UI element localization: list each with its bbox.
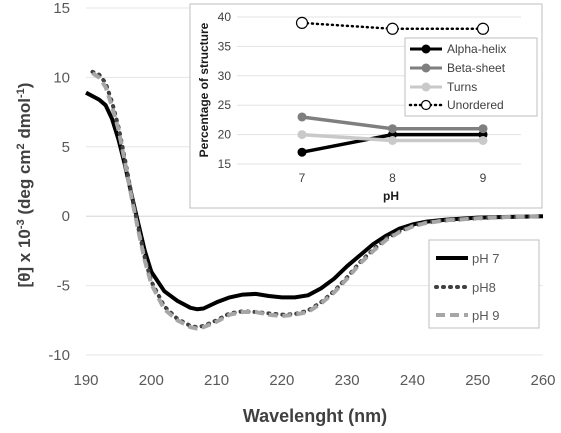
legend-label-ph8: pH8: [472, 280, 496, 295]
main-y-tick-label: 10: [53, 69, 70, 86]
main-x-tick-label: 210: [204, 372, 229, 389]
main-y-tick-label: 15: [53, 0, 70, 17]
main-series-lines: [85, 69, 545, 331]
main-x-tick-label: 240: [400, 372, 425, 389]
y-title-exponent: -1: [15, 88, 27, 98]
main-x-tick-label: 190: [73, 372, 98, 389]
inset-point-2-2: [478, 135, 488, 145]
inset-y-tick-label: 25: [218, 98, 232, 112]
y-title-exponent: -3: [15, 219, 27, 229]
main-y-tick-labels: 15 10 5 0 -5 -10: [48, 0, 70, 364]
inset-y-tick-label: 40: [218, 10, 232, 24]
inset-y-tick-label: 30: [218, 69, 232, 83]
main-x-tick-labels: 190 200 210 220 230 240 250 260: [73, 372, 555, 389]
main-y-tick-label: 5: [62, 139, 70, 156]
y-title-part: [θ] x 10: [15, 229, 34, 287]
main-x-tick-label: 230: [335, 372, 360, 389]
inset-series: [295, 16, 490, 157]
main-x-axis-title: Wavelenght (nm): [243, 406, 387, 426]
inset-legend-label-unordered: Unordered: [447, 98, 504, 112]
inset-point-0-0: [297, 147, 307, 157]
y-title-part: (deg cm: [15, 149, 34, 219]
y-title-exponent: 2: [15, 143, 27, 149]
main-y-tick-label: -10: [48, 347, 70, 364]
inset-y-tick-label: 35: [218, 39, 232, 53]
inset-legend-marker-unordered: [420, 99, 432, 111]
main-y-tick-label: 0: [62, 208, 70, 225]
inset-point-2-0: [297, 130, 307, 140]
inset-legend-label-alpha: Alpha-helix: [447, 42, 506, 56]
inset-legend-marker-turns: [421, 82, 431, 92]
inset-x-tick-label: 9: [480, 171, 487, 185]
inset-legend-marker-beta: [421, 63, 431, 73]
main-x-tick-label: 260: [530, 372, 555, 389]
inset-x-tick-labels: 7 8 9: [299, 171, 487, 185]
main-legend-box: [428, 239, 540, 329]
inset-point-2-1: [388, 135, 397, 145]
inset-legend-label-beta: Beta-sheet: [447, 61, 506, 75]
inset-x-axis-title: pH: [383, 189, 399, 203]
main-series-line-2: [91, 71, 544, 331]
inset-legend: Alpha-helix Beta-sheet Turns Unordered: [404, 37, 538, 117]
main-x-tick-label: 200: [139, 372, 164, 389]
inset-y-tick-label: 20: [218, 128, 232, 142]
inset-legend-label-turns: Turns: [447, 80, 477, 94]
legend-label-ph9: pH 9: [472, 308, 499, 323]
main-legend: pH 7 pH8 pH 9: [428, 239, 540, 329]
main-y-axis-title: [θ] x 10-3 (deg cm2 dmol-1): [15, 83, 34, 288]
inset-legend-marker-alpha: [421, 44, 431, 54]
inset-point-3-0: [295, 16, 309, 29]
inset-y-axis-title: Percentage of structure: [197, 22, 211, 157]
legend-label-ph7: pH 7: [472, 251, 499, 266]
inset-point-1-2: [478, 124, 488, 134]
inset-point-3-2: [476, 22, 490, 35]
inset-point-1-0: [297, 112, 307, 122]
main-y-tick-label: -5: [57, 278, 70, 295]
inset-chart: 15 20 25 30 35 40 7 8 9 pH Percentage of struct…: [189, 3, 543, 209]
inset-y-tick-label: 15: [218, 157, 232, 171]
inset-x-tick-label: 7: [299, 171, 306, 185]
main-x-tick-label: 250: [465, 372, 490, 389]
inset-point-3-1: [386, 22, 399, 35]
inset-x-tick-label: 8: [389, 171, 396, 185]
inset-y-tick-labels: 15 20 25 30 35 40: [218, 10, 232, 171]
inset-point-1-1: [388, 124, 397, 134]
main-x-tick-label: 220: [269, 372, 294, 389]
y-title-part: dmol: [15, 98, 34, 143]
y-title-part: ): [15, 83, 34, 89]
